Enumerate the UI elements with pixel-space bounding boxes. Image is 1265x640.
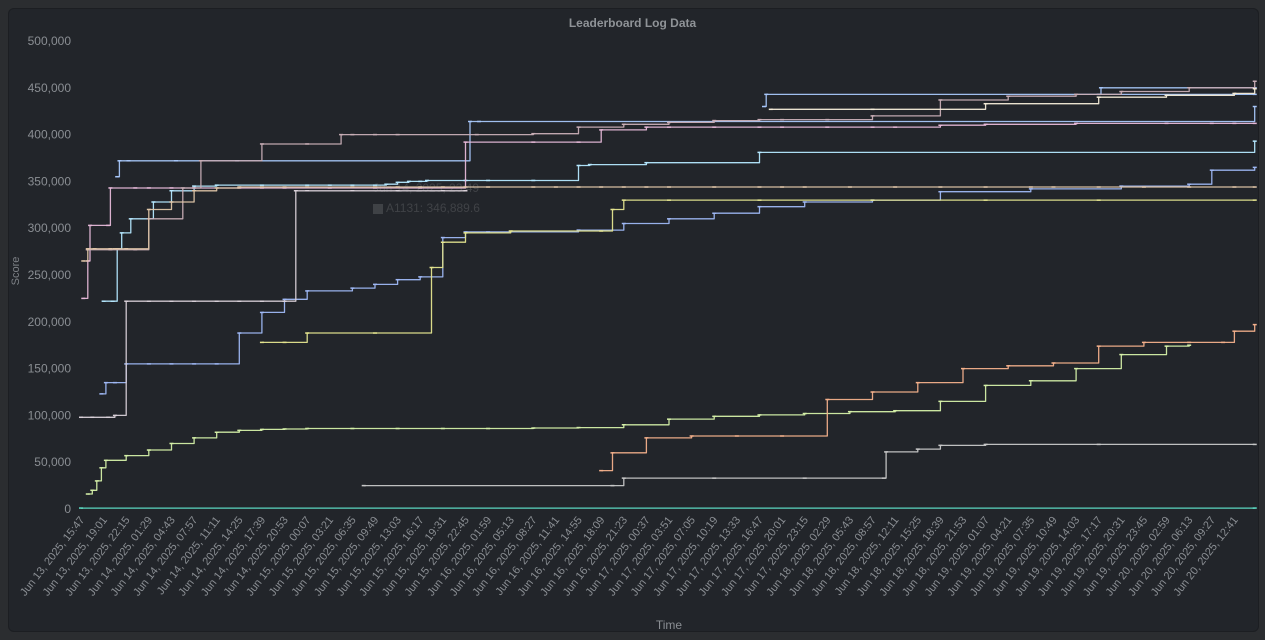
y-tick-label: 400,000 (28, 128, 72, 142)
chart-panel (8, 8, 1259, 632)
series-line-3 (103, 141, 1256, 302)
series-line-13 (363, 443, 1255, 487)
tooltip-swatch (373, 203, 383, 214)
series-line-10 (261, 199, 1255, 344)
series-line-5 (83, 122, 1255, 300)
y-tick-label: 50,000 (34, 455, 71, 469)
series-line-9 (770, 88, 1256, 110)
y-tick-label: 300,000 (28, 221, 72, 235)
series-line-8 (81, 190, 466, 418)
chart-title: Leaderboard Log Data (568, 16, 697, 30)
x-axis-label: Time (655, 618, 683, 632)
y-tick-label: 500,000 (28, 34, 72, 48)
y-tick-label: 100,000 (28, 408, 72, 422)
tooltip-label: A1131: 346,889.6 (386, 201, 480, 215)
y-tick-label: 350,000 (28, 174, 72, 188)
y-tick-label: 200,000 (28, 315, 72, 329)
series-line-4 (101, 167, 1256, 395)
series-line-0 (117, 106, 1256, 178)
y-tick-label: 450,000 (28, 81, 72, 95)
series-line-11 (87, 345, 1190, 495)
y-tick-label: 250,000 (28, 268, 72, 282)
y-tick-label: 150,000 (28, 362, 72, 376)
series-line-6 (87, 81, 1256, 251)
chart-tooltip: Jun 14, 2025, 23:49 A1131: 346,889.6 (373, 178, 480, 218)
y-tick-label: 0 (64, 502, 71, 516)
tooltip-time: Jun 14, 2025, 23:49 (373, 181, 480, 195)
series-line-7 (83, 186, 1255, 262)
